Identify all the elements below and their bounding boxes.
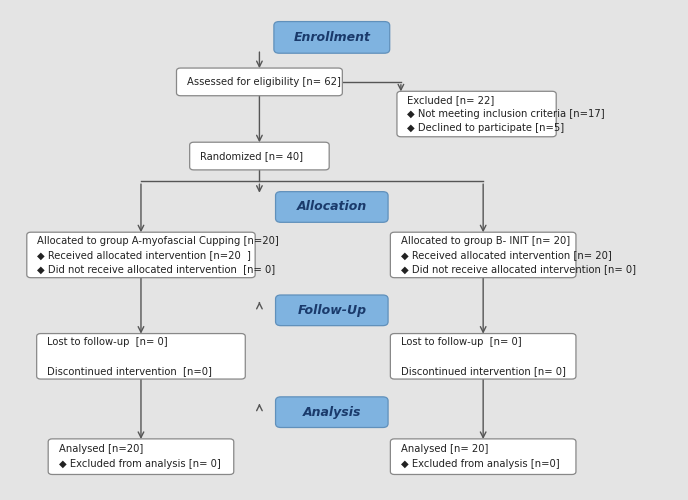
FancyBboxPatch shape — [390, 439, 576, 474]
Text: Lost to follow-up  [n= 0]

Discontinued intervention  [n=0]: Lost to follow-up [n= 0] Discontinued in… — [47, 337, 212, 376]
FancyBboxPatch shape — [190, 142, 329, 170]
Text: Allocation: Allocation — [297, 200, 367, 213]
Text: Enrollment: Enrollment — [293, 31, 370, 44]
FancyBboxPatch shape — [27, 232, 255, 278]
FancyBboxPatch shape — [275, 192, 388, 222]
FancyBboxPatch shape — [274, 22, 389, 53]
Text: Allocated to group B- INIT [n= 20]
◆ Received allocated intervention [n= 20]
◆ D: Allocated to group B- INIT [n= 20] ◆ Rec… — [401, 236, 636, 275]
Text: Assessed for eligibility [n= 62]: Assessed for eligibility [n= 62] — [187, 77, 341, 87]
FancyBboxPatch shape — [36, 334, 246, 379]
FancyBboxPatch shape — [390, 232, 576, 278]
FancyBboxPatch shape — [177, 68, 343, 96]
Text: Lost to follow-up  [n= 0]

Discontinued intervention [n= 0]: Lost to follow-up [n= 0] Discontinued in… — [401, 337, 566, 376]
FancyBboxPatch shape — [275, 397, 388, 428]
Text: Analysis: Analysis — [303, 406, 361, 418]
Text: Analysed [n=20]
◆ Excluded from analysis [n= 0]: Analysed [n=20] ◆ Excluded from analysis… — [58, 444, 220, 469]
FancyBboxPatch shape — [48, 439, 234, 474]
Text: Allocated to group A-myofascial Cupping [n=20]
◆ Received allocated intervention: Allocated to group A-myofascial Cupping … — [37, 236, 279, 275]
Text: Excluded [n= 22]
◆ Not meeting inclusion criteria [n=17]
◆ Declined to participa: Excluded [n= 22] ◆ Not meeting inclusion… — [407, 94, 605, 134]
FancyBboxPatch shape — [275, 295, 388, 326]
Text: Randomized [n= 40]: Randomized [n= 40] — [200, 151, 303, 161]
Text: Analysed [n= 20]
◆ Excluded from analysis [n=0]: Analysed [n= 20] ◆ Excluded from analysi… — [401, 444, 559, 469]
FancyBboxPatch shape — [390, 334, 576, 379]
Text: Follow-Up: Follow-Up — [297, 304, 367, 317]
FancyBboxPatch shape — [397, 92, 556, 137]
